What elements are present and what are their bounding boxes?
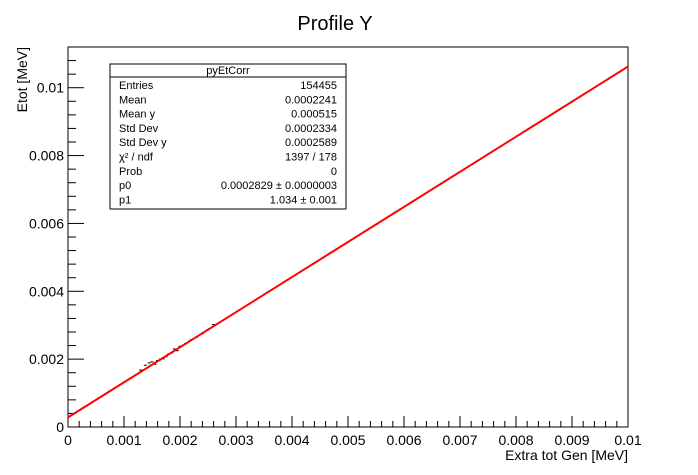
x-tick-label: 0.005 xyxy=(330,432,365,448)
y-tick-label: 0.002 xyxy=(29,351,64,367)
stats-row-value: 0 xyxy=(331,166,337,178)
x-tick-label: 0.004 xyxy=(274,432,309,448)
stats-row-value: 0.0002334 xyxy=(285,123,337,135)
stats-row-value: 1397 / 178 xyxy=(285,152,337,164)
x-tick-label: 0.008 xyxy=(498,432,533,448)
x-tick-label: 0.001 xyxy=(106,432,141,448)
x-tick-label: 0.002 xyxy=(162,432,197,448)
stats-box-title: pyEtCorr xyxy=(206,65,250,77)
stats-box: pyEtCorr Entries 154455 Mean 0.0002241 Mean … xyxy=(109,63,347,210)
stats-row-label: Mean y xyxy=(119,109,156,121)
stats-row-value: 0.0002829 ± 0.0000003 xyxy=(221,180,337,192)
y-tick-label: 0.004 xyxy=(29,283,64,299)
x-tick-label: 0.009 xyxy=(554,432,589,448)
stats-row-label: χ² / ndf xyxy=(119,152,154,164)
stats-row-value: 154455 xyxy=(300,80,337,92)
stats-row-value: 0.0002589 xyxy=(285,137,337,149)
x-tick-label: 0.01 xyxy=(614,432,641,448)
y-tick-label: 0.01 xyxy=(37,80,64,96)
y-tick-label: 0.008 xyxy=(29,148,64,164)
stats-row-label: p0 xyxy=(119,180,131,192)
fit-line xyxy=(67,65,629,419)
chart-title: Profile Y xyxy=(297,13,372,35)
stats-row-value: 0.0002241 xyxy=(285,94,337,106)
stats-row-label: Std Dev y xyxy=(119,137,167,149)
x-axis: 0 0.001 0.002 0.003 0.004 0.005 0.006 0.007 0.00… xyxy=(64,416,642,448)
stats-row-value: 0.000515 xyxy=(291,109,337,121)
stats-box-frame xyxy=(109,63,347,210)
y-axis: 0 0.002 0.004 0.006 0.008 0.01 xyxy=(29,46,84,435)
stats-row-label: Std Dev xyxy=(119,123,159,135)
stats-row-label: Mean xyxy=(119,94,147,106)
y-axis-label: Etot [MeV] xyxy=(14,47,30,112)
x-axis-label: Extra tot Gen [MeV] xyxy=(505,447,628,463)
x-tick-label: 0.003 xyxy=(218,432,253,448)
stats-row-label: Prob xyxy=(119,166,142,178)
x-tick-label: 0.006 xyxy=(386,432,421,448)
stats-row-value: 1.034 ± 0.001 xyxy=(270,194,337,206)
y-tick-label: 0.006 xyxy=(29,215,64,231)
stats-row-label: Entries xyxy=(119,80,154,92)
x-tick-label: 0 xyxy=(64,432,72,448)
x-tick-label: 0.007 xyxy=(442,432,477,448)
stats-row-label: p1 xyxy=(119,194,131,206)
plot-area xyxy=(67,65,629,419)
y-tick-label: 0 xyxy=(56,419,64,435)
